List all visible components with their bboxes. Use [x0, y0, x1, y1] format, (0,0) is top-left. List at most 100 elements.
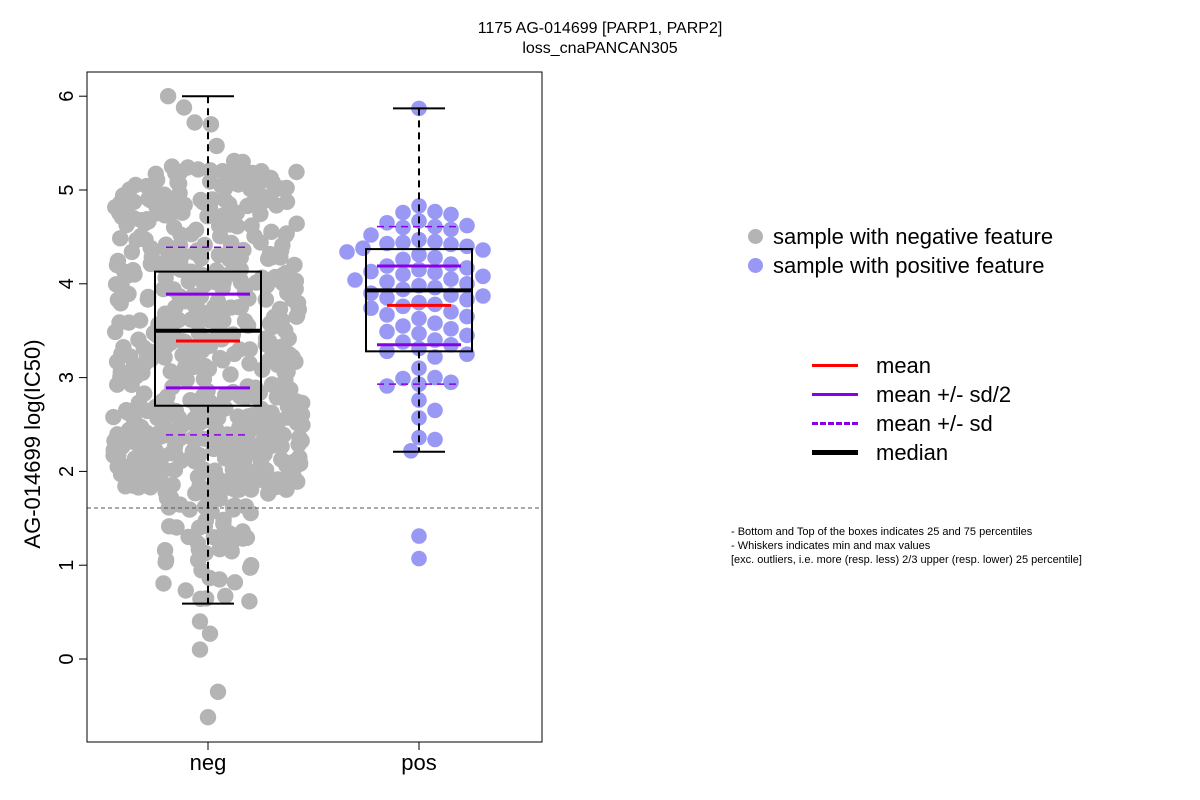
- legend-mean-label: mean: [876, 352, 932, 378]
- neg-point: [171, 288, 188, 305]
- data-points: [105, 88, 491, 726]
- neg-outlier-point: [201, 625, 219, 642]
- legend-negative-label: sample with negative feature: [773, 223, 1054, 249]
- legend-item-negative: sample with negative feature: [748, 222, 1053, 251]
- neg-point: [241, 593, 258, 610]
- pos-point: [427, 233, 443, 250]
- neg-point: [158, 337, 175, 355]
- neg-point: [168, 519, 185, 536]
- neg-point: [191, 447, 208, 464]
- pos-point: [459, 238, 475, 255]
- neg-point: [217, 587, 234, 605]
- legend-item-mean: mean: [812, 351, 1011, 380]
- pos-point: [443, 206, 459, 223]
- neg-point: [140, 213, 157, 230]
- neg-point: [216, 191, 233, 208]
- y-tick-label: 1: [56, 560, 78, 571]
- neg-point: [173, 204, 190, 221]
- legend-item-positive: sample with positive feature: [748, 251, 1053, 280]
- pos-point: [379, 235, 395, 252]
- neg-point: [157, 312, 174, 329]
- pos-point: [379, 307, 395, 323]
- neg-point: [246, 228, 263, 245]
- neg-point: [238, 529, 256, 546]
- x-axis: neg pos: [190, 742, 437, 775]
- neg-point: [165, 219, 183, 236]
- pos-point: [427, 431, 443, 448]
- neg-point: [241, 341, 258, 358]
- pos-point: [339, 244, 355, 260]
- neg-point: [119, 402, 136, 420]
- neg-point: [202, 116, 220, 133]
- box-pos: [365, 107, 473, 453]
- neg-outlier-point: [209, 683, 227, 700]
- neg-point: [155, 575, 172, 592]
- y-tick-label: 6: [56, 91, 78, 102]
- pos-point: [379, 215, 395, 231]
- pos-point: [379, 378, 395, 394]
- pos-outlier-point: [411, 528, 427, 544]
- neg-point: [263, 376, 281, 393]
- neg-point: [181, 501, 198, 518]
- neg-point: [231, 472, 248, 489]
- neg-point: [269, 356, 286, 373]
- y-axis-label: AG-014699 log(IC50): [20, 339, 45, 548]
- neg-point: [187, 340, 204, 357]
- neg-point: [247, 444, 264, 462]
- neg-point: [259, 404, 276, 422]
- neg-point: [190, 551, 207, 569]
- neg-point: [162, 489, 180, 507]
- neg-point: [222, 366, 239, 383]
- neg-point: [169, 424, 186, 441]
- pos-point: [443, 256, 459, 272]
- neg-point: [186, 114, 203, 131]
- neg-point: [189, 161, 207, 178]
- neg-point: [182, 392, 199, 409]
- neg-point: [208, 137, 225, 155]
- legend-sd-label: mean +/- sd: [876, 410, 993, 436]
- neg-point: [279, 398, 297, 415]
- pos-point: [395, 334, 411, 350]
- neg-point: [189, 468, 207, 486]
- pos-point: [427, 203, 443, 220]
- y-axis: 0 1 2 3 4 5 6 AG-014699 log(IC50): [20, 91, 87, 665]
- neg-point: [239, 425, 257, 442]
- y-tick-label: 4: [56, 278, 78, 289]
- notes: - Bottom and Top of the boxes indicates …: [731, 525, 1082, 567]
- neg-point: [120, 421, 138, 439]
- pos-point: [459, 308, 475, 325]
- neg-point: [105, 441, 123, 459]
- neg-point: [151, 462, 168, 479]
- neg-point: [254, 361, 271, 378]
- neg-point: [226, 574, 244, 591]
- neg-point: [268, 389, 286, 406]
- neg-point: [223, 543, 240, 560]
- pos-point: [395, 234, 411, 251]
- neg-point: [105, 408, 122, 426]
- neg-point: [142, 182, 159, 199]
- neg-point: [196, 362, 214, 379]
- neg-point: [277, 371, 294, 388]
- neg-point: [157, 236, 175, 253]
- note-line-1: - Bottom and Top of the boxes indicates …: [731, 526, 1033, 538]
- neg-point: [178, 371, 195, 389]
- pos-point: [347, 272, 363, 288]
- chart-subtitle: loss_cnaPANCAN305: [522, 40, 678, 57]
- neg-point: [126, 266, 143, 283]
- neg-point: [136, 385, 153, 402]
- neg-point: [157, 551, 175, 569]
- neg-point: [131, 312, 149, 329]
- pos-point: [443, 321, 459, 337]
- neg-point: [175, 99, 193, 116]
- legend-median-line: [812, 450, 858, 455]
- pos-outlier-point: [411, 550, 427, 567]
- neg-point: [264, 318, 282, 335]
- pos-point: [427, 218, 443, 235]
- pos-point: [475, 288, 491, 304]
- neg-point: [225, 501, 242, 518]
- neg-point: [112, 194, 129, 211]
- neg-point: [177, 358, 194, 376]
- neg-point: [293, 406, 311, 423]
- neg-point: [118, 216, 135, 234]
- pos-point: [363, 227, 379, 243]
